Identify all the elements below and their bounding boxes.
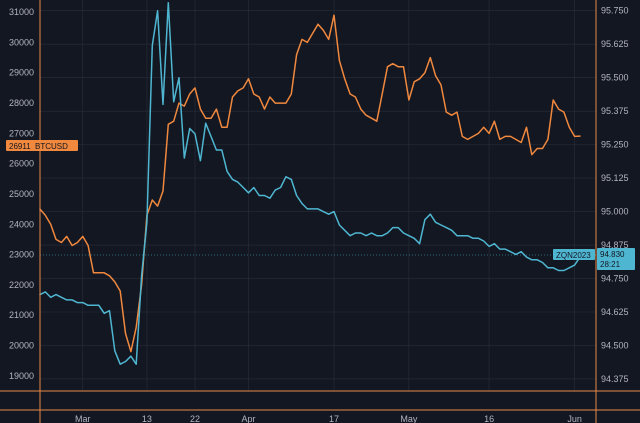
- right-price-axis[interactable]: 95.750 95.625 95.500 95.375 95.250 95.125 95.0…: [601, 6, 629, 384]
- right-axis-tick-label: 95.125: [601, 173, 629, 183]
- left-axis-tick-label: 25000: [9, 189, 34, 199]
- right-axis-tick-label: 95.250: [601, 140, 629, 150]
- right-axis-tick-label: 95.625: [601, 39, 629, 49]
- left-axis-tick-label: 20000: [9, 341, 34, 351]
- left-axis-tick-label: 30000: [9, 37, 34, 47]
- grid: [40, 0, 596, 391]
- left-axis-tick-label: 19000: [9, 371, 34, 381]
- btcusd-price-value: 26911: [9, 142, 31, 151]
- right-axis-tick-label: 94.750: [601, 274, 629, 284]
- time-axis-tick-label: Apr: [241, 414, 255, 423]
- zqn2023-price-tag[interactable]: ZQN2023 94.830 28:21: [553, 248, 635, 270]
- left-axis-tick-label: 24000: [9, 219, 34, 229]
- right-axis-tick-label: 94.500: [601, 340, 629, 350]
- left-axis-tick-label: 21000: [9, 310, 34, 320]
- btcusd-symbol-label: BTCUSD: [35, 142, 68, 151]
- series-line-zqn2023: [39, 1, 581, 365]
- time-axis-tick-label: Mar: [75, 414, 91, 423]
- left-price-axis[interactable]: 31000 30000 29000 28000 27000 26000 25000 24000…: [9, 7, 34, 381]
- right-axis-tick-label: 94.875: [601, 240, 629, 250]
- left-axis-tick-label: 28000: [9, 98, 34, 108]
- right-axis-tick-label: 95.500: [601, 73, 629, 83]
- right-axis-tick-label: 95.375: [601, 106, 629, 116]
- time-axis-tick-label: 22: [190, 414, 200, 423]
- left-axis-tick-label: 23000: [9, 250, 34, 260]
- right-axis-tick-label: 94.375: [601, 374, 629, 384]
- left-axis-tick-label: 26000: [9, 159, 34, 169]
- right-axis-tick-label: 95.750: [601, 6, 629, 16]
- time-axis-tick-label: Jun: [567, 414, 582, 423]
- zqn2023-price-value: 94.830: [600, 250, 625, 259]
- time-axis-tick-label: 17: [329, 414, 339, 423]
- right-axis-tick-label: 94.625: [601, 307, 629, 317]
- left-axis-tick-label: 27000: [9, 128, 34, 138]
- btcusd-price-tag[interactable]: 26911 BTCUSD: [6, 140, 78, 151]
- zqn2023-bar-countdown: 28:21: [600, 260, 621, 269]
- left-axis-tick-label: 29000: [9, 68, 34, 78]
- zqn2023-symbol-label: ZQN2023: [556, 251, 591, 260]
- left-axis-tick-label: 22000: [9, 280, 34, 290]
- right-axis-tick-label: 95.000: [601, 207, 629, 217]
- time-axis-tick-label: 13: [142, 414, 152, 423]
- left-axis-tick-label: 31000: [9, 7, 34, 17]
- time-axis-tick-label: 16: [484, 414, 494, 423]
- series-layer: [39, 1, 581, 365]
- time-axis-tick-label: May: [400, 414, 418, 423]
- series-line-btcusd: [39, 14, 581, 353]
- time-axis[interactable]: Mar 13 22 Apr 17 May 16 Jun: [75, 414, 582, 423]
